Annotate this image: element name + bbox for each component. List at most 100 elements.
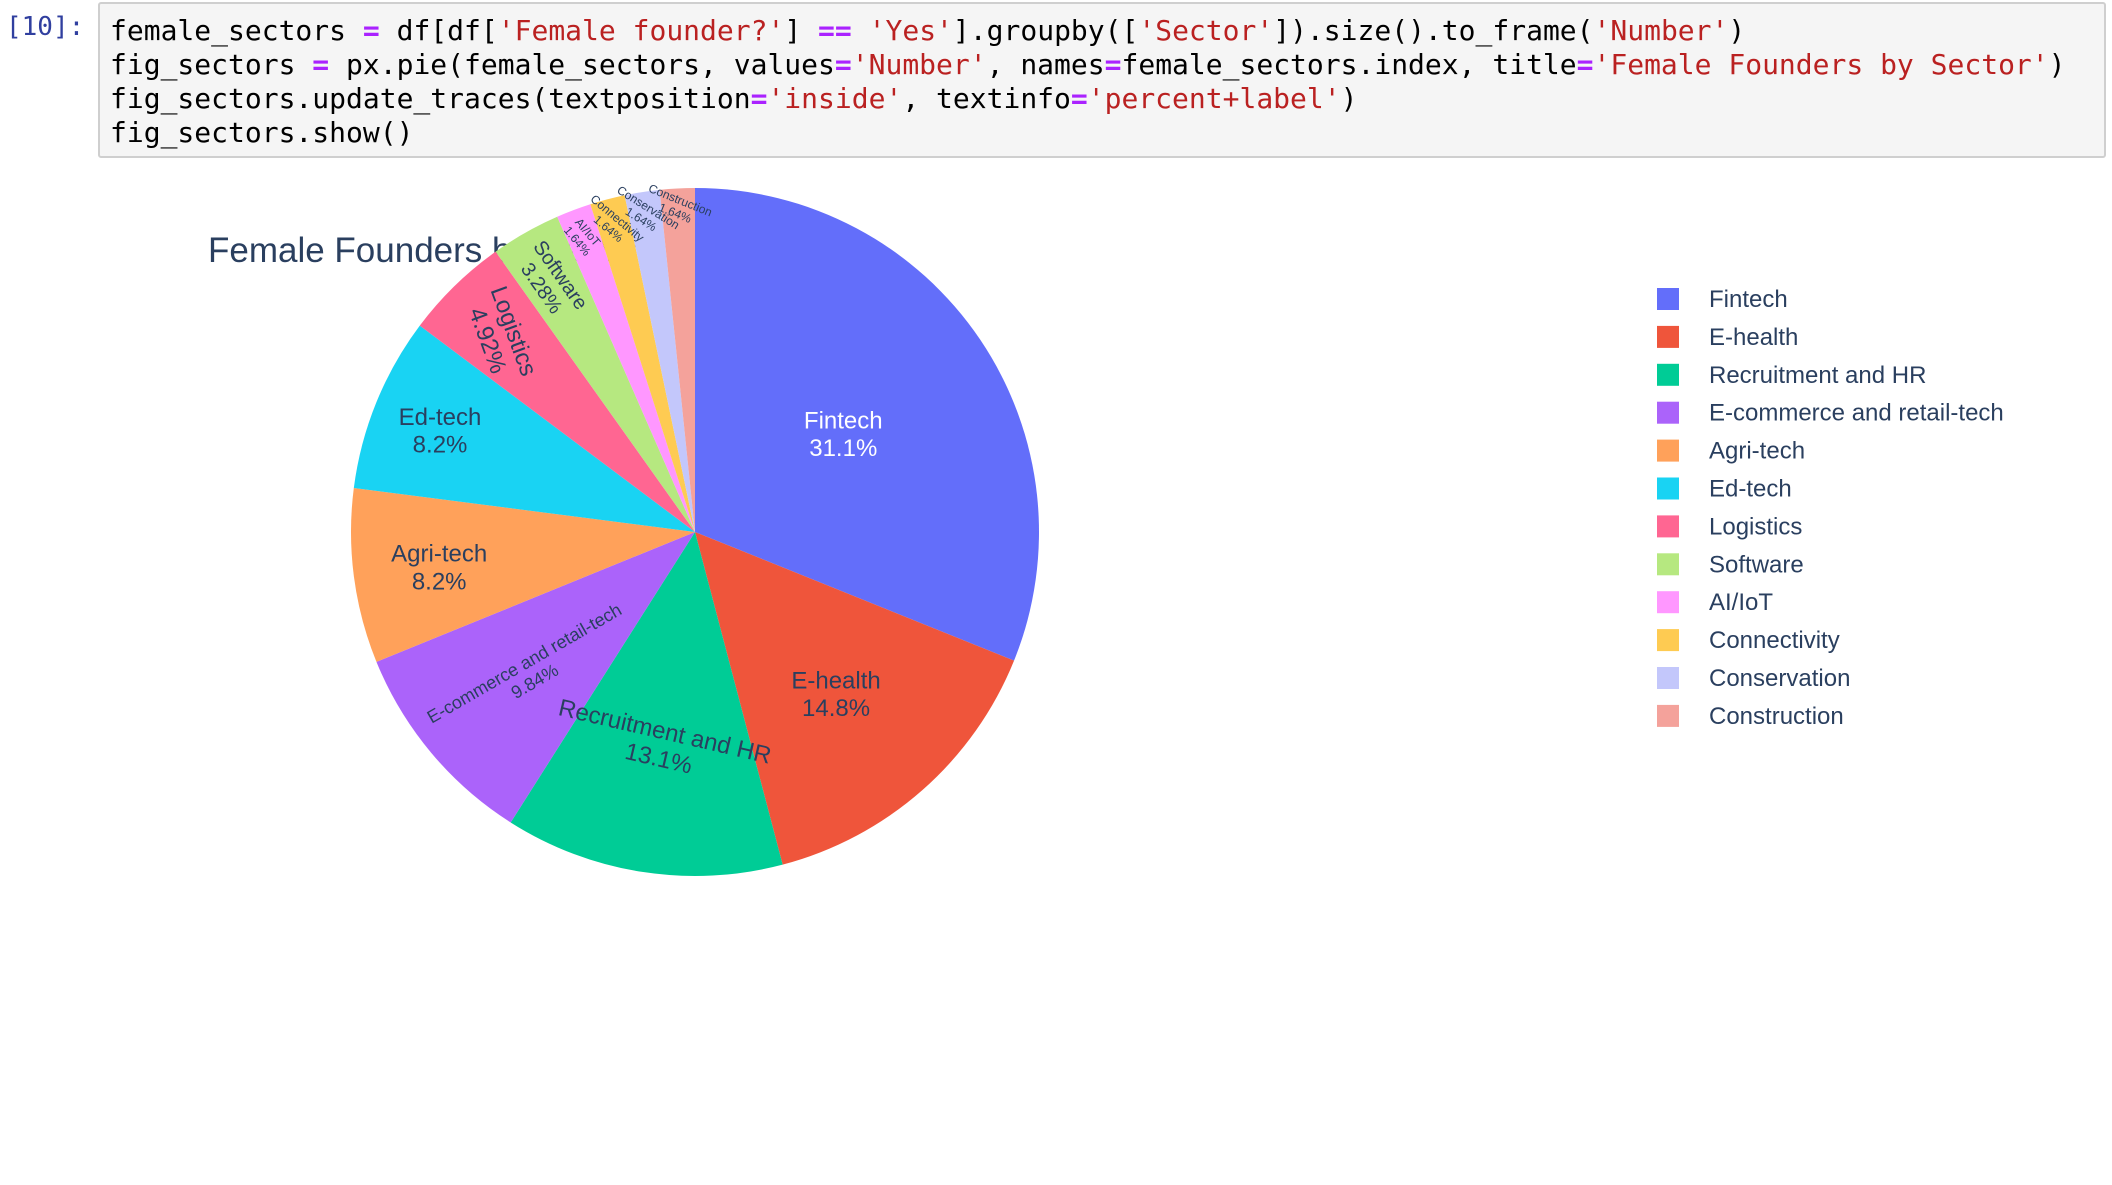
pie-slices [351,188,1039,876]
code-string-token: 'Female founder?' [497,14,785,47]
code-token: , names [986,48,1105,81]
legend-label: AI/IoT [1709,589,1773,616]
code-string-token: 'Number' [851,48,987,81]
code-string-token: 'percent+label' [1087,82,1341,115]
pie-slice-software[interactable] [495,216,695,532]
pie-slice-e-health[interactable] [695,532,1015,865]
slice-percent: 8.2% [413,431,468,458]
legend-swatch [1657,363,1679,386]
code-token: ]).size().to_frame( [1273,14,1594,47]
code-editor[interactable]: female_sectors = df[df['Female founder?'… [98,2,2106,158]
legend-label: Logistics [1709,513,1802,540]
pie-slice-e-commerce-and-retail-tech[interactable] [376,532,695,823]
code-line: fig_sectors.update_traces(textposition='… [110,82,2104,116]
legend-label: Software [1709,551,1804,578]
pie-slice-connectivity[interactable] [590,195,695,532]
code-token: fig_sectors.update_traces(textposition [110,82,751,115]
legend-swatch [1657,439,1679,462]
legend-item[interactable]: Ed-tech [1657,476,1792,503]
code-operator-token: = [834,48,852,81]
slice-percent: 8.2% [412,568,467,595]
slice-label: Fintech [804,407,883,434]
legend-item[interactable]: Connectivity [1657,627,1840,654]
pie-slice-recruitment-and-hr[interactable] [510,532,783,876]
legend: Fintech E-health Recruitment and HR E-comme… [1657,286,2004,730]
pie-slice-construction[interactable] [659,188,695,532]
pie-slice-ai-iot[interactable] [557,204,695,532]
slice-percent: 31.1% [809,435,877,462]
legend-item[interactable]: Recruitment and HR [1657,362,1926,389]
legend-swatch [1657,477,1679,500]
legend-label: E-health [1709,324,1798,351]
code-string-token: 'Sector' [1138,14,1274,47]
pie-slice-conservation[interactable] [624,189,695,532]
code-token: df[df[ [379,14,498,47]
legend-item[interactable]: Fintech [1657,286,1788,313]
code-operator-token: = [750,82,768,115]
slice-percent: 14.8% [802,695,870,722]
legend-item[interactable]: Software [1657,551,1804,578]
code-operator-token: = [362,14,380,47]
pie-slice-ed-tech[interactable] [353,325,695,532]
code-token [852,14,869,47]
legend-swatch [1657,629,1679,652]
pie-slice-logistics[interactable] [419,251,695,532]
legend-item[interactable]: Agri-tech [1657,438,1805,465]
code-operator-token: == [818,14,852,47]
legend-label: Recruitment and HR [1709,362,1926,389]
code-line: fig_sectors.show() [110,116,2104,150]
code-token: , textinfo [902,82,1071,115]
legend-swatch [1657,553,1679,576]
legend-item[interactable]: E-health [1657,324,1798,351]
code-token: fig_sectors [110,48,313,81]
legend-item[interactable]: Conservation [1657,665,1850,692]
code-string-token: 'Yes' [868,14,953,47]
cell-prompt: [10]: [6,12,85,42]
code-line: fig_sectors = px.pie(female_sectors, val… [110,48,2104,82]
legend-item[interactable]: AI/IoT [1657,589,1773,616]
legend-swatch [1657,288,1679,310]
notebook-cell: [10]: female_sectors = df[df['Female fou… [0,0,2112,170]
code-token: px.pie(female_sectors, values [329,48,835,81]
code-token: ) [1728,14,1746,47]
legend-swatch [1657,325,1679,348]
code-operator-token: = [1070,82,1088,115]
code-operator-token: = [312,48,330,81]
pie-slice-fintech[interactable] [695,188,1039,661]
legend-label: Fintech [1709,286,1788,313]
legend-item[interactable]: Construction [1657,703,1844,730]
code-token: ) [1340,82,1358,115]
legend-swatch [1657,704,1679,727]
code-string-token: 'Number' [1593,14,1729,47]
cell-output: Female Founders by Sector Fintech 31.1% E-… [98,170,2106,1180]
legend-label: Agri-tech [1709,438,1805,465]
legend-item[interactable]: Logistics [1657,513,1802,540]
legend-label: Conservation [1709,665,1850,692]
code-token: ) [2048,48,2066,81]
pie-chart: Female Founders by Sector Fintech31.1%E-… [208,181,2004,876]
legend-swatch [1657,515,1679,538]
legend-swatch [1657,401,1679,424]
code-line: female_sectors = df[df['Female founder?'… [110,14,2104,48]
legend-label: Construction [1709,703,1844,730]
code-token: female_sectors.index, title [1121,48,1577,81]
code-operator-token: = [1576,48,1594,81]
slice-label: E-health [791,667,880,694]
slice-label: Ed-tech [399,404,482,431]
code-string-token: 'Female Founders by Sector' [1593,48,2049,81]
legend-item[interactable]: E-commerce and retail-tech [1657,400,2004,427]
code-string-token: 'inside' [767,82,903,115]
pie-slice-agri-tech[interactable] [351,488,695,662]
code-token: female_sectors [110,14,363,47]
slice-label: Agri-tech [391,541,487,568]
code-token: ].groupby([ [952,14,1139,47]
legend-label: Ed-tech [1709,476,1792,503]
code-operator-token: = [1104,48,1122,81]
code-token: fig_sectors.show() [110,116,414,149]
legend-swatch [1657,667,1679,689]
code-token: ] [784,14,819,47]
